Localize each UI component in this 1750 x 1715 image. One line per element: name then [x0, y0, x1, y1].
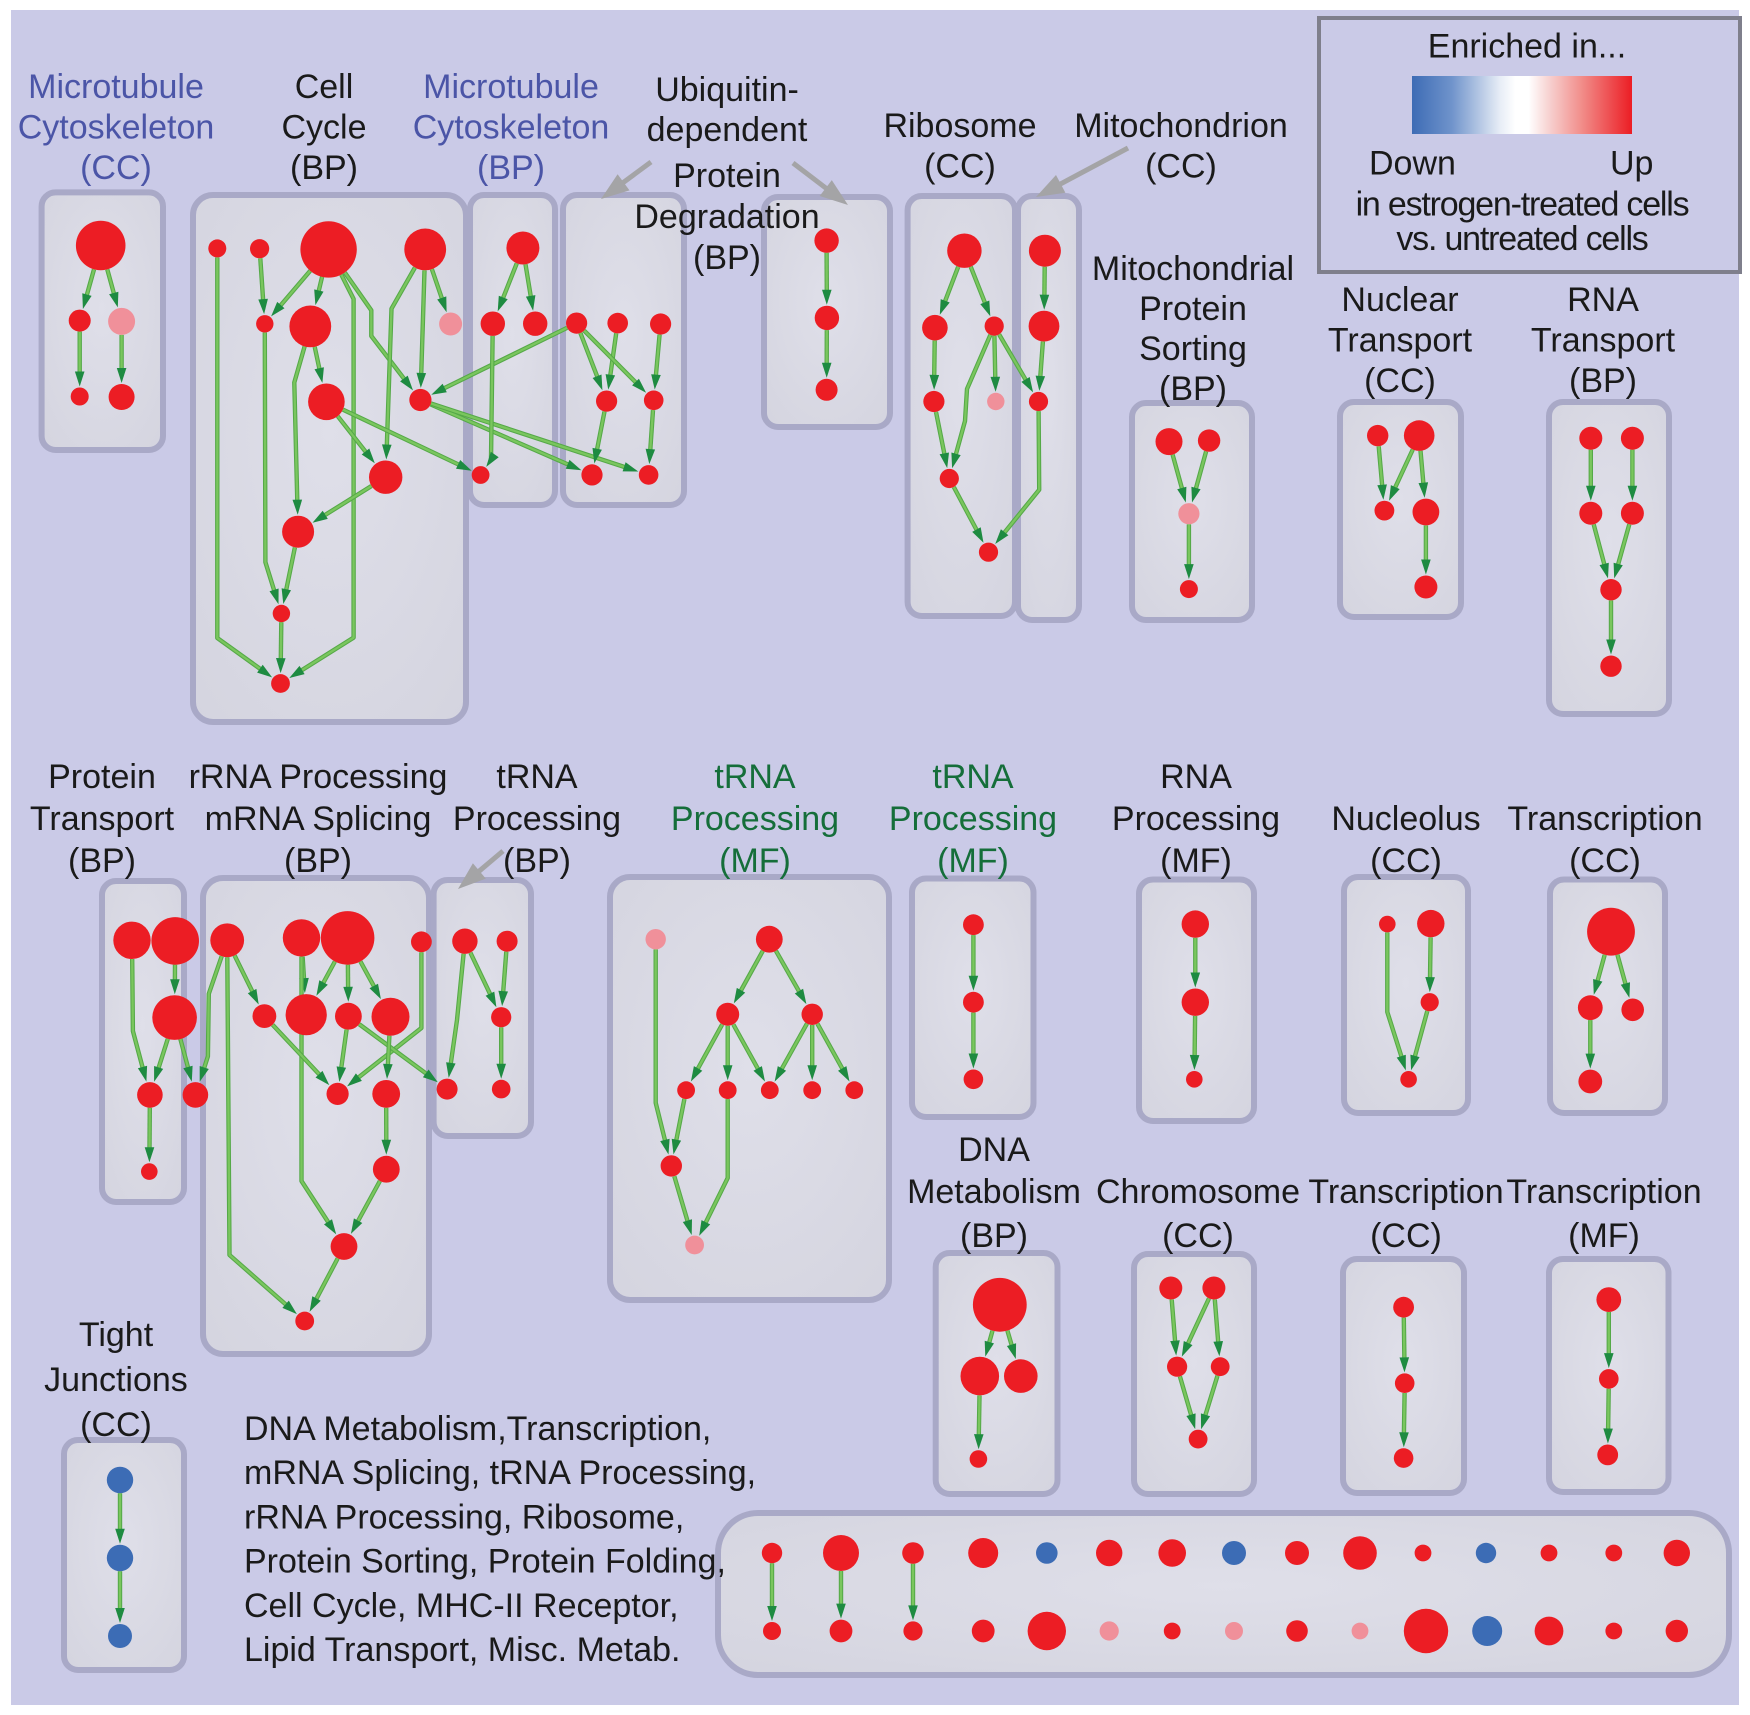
svg-text:(BP): (BP): [284, 842, 352, 880]
svg-text:Ubiquitin-: Ubiquitin-: [655, 71, 799, 109]
svg-text:Sorting: Sorting: [1139, 330, 1247, 368]
svg-text:rRNA Processing: rRNA Processing: [189, 758, 448, 796]
svg-text:mRNA Splicing: mRNA Splicing: [205, 800, 432, 838]
svg-text:(CC): (CC): [80, 149, 152, 187]
svg-text:tRNA: tRNA: [714, 758, 796, 796]
svg-text:Protein: Protein: [1139, 290, 1247, 328]
svg-text:(CC): (CC): [924, 148, 996, 186]
svg-text:Mitochondrion: Mitochondrion: [1074, 107, 1288, 145]
svg-text:Nuclear: Nuclear: [1341, 281, 1458, 319]
svg-text:RNA: RNA: [1567, 281, 1639, 319]
svg-text:tRNA: tRNA: [932, 758, 1014, 796]
svg-text:Degradation: Degradation: [634, 198, 819, 236]
svg-text:(MF): (MF): [1160, 842, 1232, 880]
svg-text:Protein Sorting, Protein Foldi: Protein Sorting, Protein Folding,: [244, 1543, 726, 1581]
svg-text:Cell Cycle, MHC-II Receptor,: Cell Cycle, MHC-II Receptor,: [244, 1587, 679, 1625]
svg-text:Cell: Cell: [295, 68, 354, 106]
svg-text:(CC): (CC): [80, 1406, 152, 1444]
svg-text:(BP): (BP): [1569, 362, 1637, 400]
svg-text:Transport: Transport: [1531, 322, 1676, 360]
svg-text:(CC): (CC): [1370, 842, 1442, 880]
svg-text:rRNA Processing, Ribosome,: rRNA Processing, Ribosome,: [244, 1498, 684, 1536]
svg-text:Metabolism: Metabolism: [907, 1173, 1081, 1211]
svg-text:(CC): (CC): [1162, 1217, 1234, 1255]
svg-text:Cytoskeleton: Cytoskeleton: [18, 109, 215, 147]
svg-text:Junctions: Junctions: [44, 1361, 188, 1399]
svg-text:Processing: Processing: [671, 800, 839, 838]
svg-text:Enriched in...: Enriched in...: [1428, 28, 1626, 66]
svg-text:(BP): (BP): [1159, 370, 1227, 408]
svg-text:(CC): (CC): [1364, 362, 1436, 400]
svg-text:Transcription: Transcription: [1506, 1173, 1701, 1211]
svg-text:(BP): (BP): [960, 1217, 1028, 1255]
svg-text:tRNA: tRNA: [496, 758, 578, 796]
svg-text:(MF): (MF): [719, 842, 791, 880]
svg-text:Transport: Transport: [30, 800, 175, 838]
svg-text:(CC): (CC): [1145, 148, 1217, 186]
svg-text:(BP): (BP): [290, 149, 358, 187]
svg-text:(MF): (MF): [937, 842, 1009, 880]
svg-text:Mitochondrial: Mitochondrial: [1092, 250, 1294, 288]
svg-text:Ribosome: Ribosome: [883, 107, 1036, 145]
svg-text:(BP): (BP): [503, 842, 571, 880]
svg-text:(BP): (BP): [477, 149, 545, 187]
svg-text:Protein: Protein: [673, 157, 781, 195]
svg-text:Chromosome: Chromosome: [1096, 1173, 1300, 1211]
svg-text:Microtubule: Microtubule: [28, 68, 204, 106]
svg-text:Protein: Protein: [48, 758, 156, 796]
svg-text:Up: Up: [1610, 145, 1653, 183]
svg-text:(CC): (CC): [1370, 1217, 1442, 1255]
svg-text:Down: Down: [1369, 145, 1456, 183]
svg-text:Lipid Transport, Misc. Metab.: Lipid Transport, Misc. Metab.: [244, 1631, 681, 1669]
svg-text:Transport: Transport: [1328, 322, 1473, 360]
svg-text:(CC): (CC): [1569, 842, 1641, 880]
svg-text:Nucleolus: Nucleolus: [1331, 800, 1480, 838]
svg-text:Cytoskeleton: Cytoskeleton: [413, 109, 610, 147]
svg-text:in estrogen-treated cells: in estrogen-treated cells: [1356, 186, 1689, 224]
svg-text:Processing: Processing: [453, 800, 621, 838]
svg-text:Processing: Processing: [1112, 800, 1280, 838]
svg-text:Processing: Processing: [889, 800, 1057, 838]
svg-text:dependent: dependent: [647, 111, 808, 149]
svg-text:Cycle: Cycle: [281, 109, 366, 147]
svg-text:(MF): (MF): [1568, 1217, 1640, 1255]
svg-text:(BP): (BP): [68, 842, 136, 880]
svg-text:vs. untreated cells: vs. untreated cells: [1396, 220, 1647, 258]
svg-text:Transcription: Transcription: [1507, 800, 1702, 838]
svg-text:Transcription: Transcription: [1308, 1173, 1503, 1211]
svg-text:mRNA Splicing, tRNA Processing: mRNA Splicing, tRNA Processing,: [244, 1454, 756, 1492]
svg-text:RNA: RNA: [1160, 758, 1232, 796]
svg-text:Tight: Tight: [79, 1316, 154, 1354]
svg-text:Microtubule: Microtubule: [423, 68, 599, 106]
svg-text:(BP): (BP): [693, 239, 761, 277]
svg-text:DNA: DNA: [958, 1131, 1030, 1169]
svg-text:DNA Metabolism,Transcription,: DNA Metabolism,Transcription,: [244, 1410, 711, 1448]
